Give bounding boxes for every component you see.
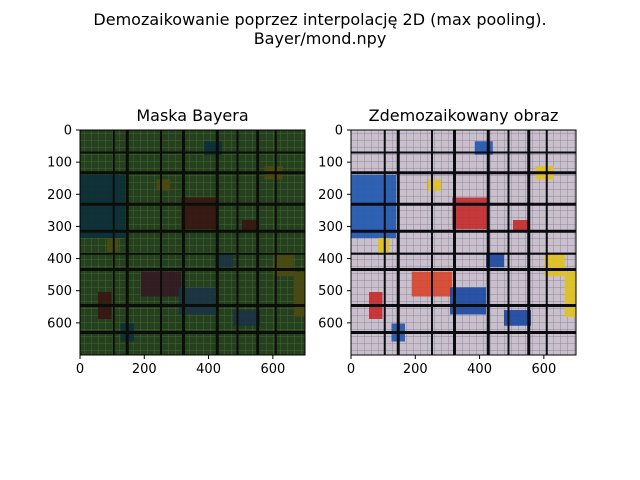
bayer-mask-frame [79,129,306,356]
bayer-mask-title: Maska Bayera [136,106,248,125]
x-tick-label: 400 [467,362,492,377]
image-color-block [80,175,125,238]
x-tick-label: 200 [132,362,157,377]
bayer-mask-x-axis: 0 200 400 600 [76,355,285,377]
y-tick-label: 100 [47,156,72,171]
x-tick-label: 0 [347,362,355,377]
image-color-block [181,197,218,229]
y-tick-label: 200 [318,188,343,203]
demosaiced-title: Zdemozaikowany obraz [369,106,559,125]
y-tick-label: 500 [47,284,72,299]
image-color-block [351,175,396,238]
x-tick-label: 600 [260,362,285,377]
demosaiced-image [351,130,576,355]
image-color-block [242,220,258,232]
image-color-block [156,179,170,191]
x-tick-label: 600 [531,362,556,377]
y-tick-label: 600 [318,316,343,331]
image-color-block [427,179,441,191]
bayer-mask-image [80,130,305,355]
image-color-block [378,238,390,254]
demosaiced-frame [350,129,577,356]
x-tick-label: 200 [403,362,428,377]
bayer-mask-y-axis: 0 100 200 300 400 500 600 [47,124,80,331]
x-tick-label: 400 [196,362,221,377]
image-color-block [293,271,305,317]
y-tick-label: 400 [47,252,72,267]
image-color-block [215,253,233,268]
y-tick-label: 600 [47,316,72,331]
image-color-block [486,253,504,268]
figure-title-line2: Bayer/mond.npy [253,29,387,48]
demosaiced-panel: Zdemozaikowany obraz 0 200 400 600 0 100 200 3… [318,106,577,377]
image-color-block [452,197,489,229]
image-color-block [564,271,576,317]
image-color-block [504,310,531,326]
image-color-block [107,238,119,254]
y-tick-label: 300 [318,220,343,235]
x-tick-label: 0 [76,362,84,377]
demosaiced-x-axis: 0 200 400 600 [347,355,556,377]
y-tick-label: 400 [318,252,343,267]
image-color-block [513,220,529,232]
y-tick-label: 500 [318,284,343,299]
y-tick-label: 0 [335,124,343,139]
y-tick-label: 100 [318,156,343,171]
bayer-mask-panel: Maska Bayera 0 200 400 600 0 100 200 300 400 500… [47,106,306,377]
figure-title-line1: Demozaikowanie poprzez interpolację 2D (… [93,10,547,29]
demosaiced-y-axis: 0 100 200 300 400 500 600 [318,124,351,331]
image-color-block [233,310,260,326]
y-tick-label: 300 [47,220,72,235]
y-tick-label: 0 [64,124,72,139]
y-tick-label: 200 [47,188,72,203]
